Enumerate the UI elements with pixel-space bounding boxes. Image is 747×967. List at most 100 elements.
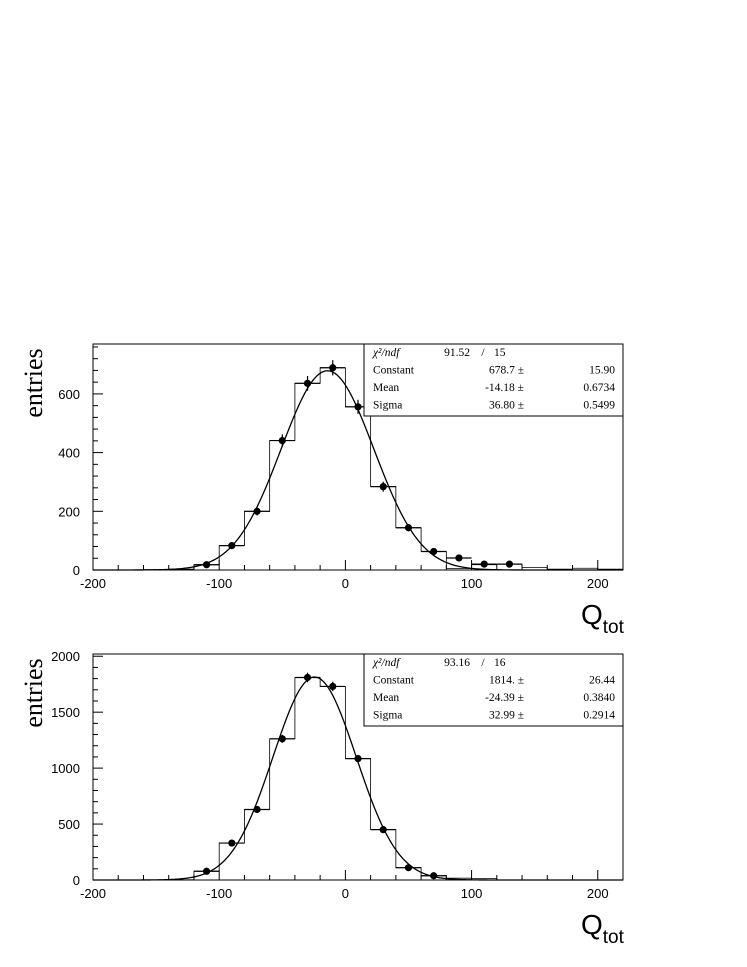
x-tick-label: -100 <box>206 886 232 901</box>
y-tick-label: 1500 <box>51 705 80 720</box>
data-point <box>193 561 220 569</box>
x-tick-label: 200 <box>587 886 609 901</box>
stats-param-value: 36.80 ± <box>489 400 524 412</box>
data-point <box>193 867 220 875</box>
data-point <box>370 481 396 492</box>
data-marker <box>354 403 362 411</box>
data-point <box>269 734 295 743</box>
y-tick-label: 400 <box>58 446 80 461</box>
x-axis-label-subscript: tot <box>603 617 625 638</box>
stats-param-error: 0.3840 <box>583 692 615 704</box>
data-marker <box>404 864 413 872</box>
x-axis-label-main: Q <box>581 909 603 940</box>
data-point <box>446 554 472 562</box>
data-point <box>219 542 245 550</box>
data-marker <box>278 436 286 445</box>
x-tick-label: 100 <box>461 886 483 901</box>
data-marker <box>354 755 362 763</box>
data-marker <box>505 560 514 568</box>
data-point <box>320 360 346 376</box>
x-tick-label: -100 <box>206 576 232 591</box>
stats-param-name: Mean <box>373 382 399 394</box>
y-tick-label: 2000 <box>51 649 80 664</box>
chi2-value: 93.16 <box>444 657 470 669</box>
data-marker <box>202 867 211 875</box>
data-marker <box>228 839 236 847</box>
fit-stats-box: χ²/ndf 93.16 / 16 Constant 1814. ± 26.44 Mean -2… <box>363 653 624 727</box>
stats-param-name: Mean <box>373 692 399 704</box>
x-tick-label: 0 <box>342 576 349 591</box>
data-marker <box>379 483 387 491</box>
chi2-separator: / <box>481 657 485 669</box>
data-marker <box>430 872 438 880</box>
data-point <box>219 839 245 847</box>
chi2-separator: / <box>481 347 485 359</box>
chi2-value: 91.52 <box>444 347 470 359</box>
data-point <box>370 826 396 834</box>
data-marker <box>228 542 236 550</box>
stats-param-value: 1814. ± <box>489 675 524 687</box>
y-tick-label: 1000 <box>51 761 80 776</box>
data-point <box>244 805 270 814</box>
data-point <box>294 375 321 391</box>
data-point <box>395 864 422 872</box>
data-point <box>471 560 497 568</box>
data-point <box>496 560 523 568</box>
stats-param-value: -24.39 ± <box>485 692 524 704</box>
stats-param-error: 0.5499 <box>583 400 615 412</box>
data-marker <box>303 673 312 682</box>
stats-param-error: 26.44 <box>589 675 615 687</box>
data-point <box>421 547 447 556</box>
stats-param-name: Constant <box>373 675 415 687</box>
data-marker <box>253 805 261 814</box>
data-marker <box>480 560 488 568</box>
data-marker <box>430 547 438 556</box>
data-marker <box>379 826 387 834</box>
x-axis-label-main: Q <box>581 599 603 630</box>
stats-param-error: 0.2914 <box>583 710 615 722</box>
stats-box-frame <box>363 343 624 417</box>
x-tick-label: 0 <box>342 886 349 901</box>
y-tick-label: 500 <box>58 817 80 832</box>
x-axis-label-subscript: tot <box>603 927 625 948</box>
plot-frame <box>92 653 624 881</box>
data-marker <box>253 507 261 515</box>
y-tick-label: 600 <box>58 387 80 402</box>
chi2-ndf-label: χ²/ndf <box>372 347 401 359</box>
data-point <box>244 507 270 516</box>
y-axis-label: entries <box>19 348 48 417</box>
stats-param-error: 15.90 <box>589 365 615 377</box>
data-marker <box>278 735 286 743</box>
data-marker <box>329 682 337 691</box>
data-marker <box>329 364 337 372</box>
chi2-ndf-label: χ²/ndf <box>372 657 401 669</box>
x-axis-label: Qtot <box>581 909 625 948</box>
plot-frame <box>92 343 624 571</box>
stats-param-value: -14.18 ± <box>485 382 524 394</box>
data-marker <box>202 561 211 569</box>
data-point <box>320 681 346 692</box>
stats-param-error: 0.6734 <box>583 382 615 394</box>
x-tick-label: 100 <box>461 576 483 591</box>
data-point <box>269 434 295 447</box>
stats-param-name: Constant <box>373 365 415 377</box>
stats-box-frame <box>363 653 624 727</box>
y-tick-label: 0 <box>73 873 80 888</box>
data-point <box>345 754 371 763</box>
x-tick-label: 200 <box>587 576 609 591</box>
data-point <box>395 524 422 532</box>
y-axis-label: entries <box>19 658 48 727</box>
y-tick-label: 0 <box>73 563 80 578</box>
x-tick-label: -200 <box>80 886 106 901</box>
stats-param-name: Sigma <box>373 710 402 722</box>
ndf-value: 15 <box>494 347 506 359</box>
data-marker <box>404 524 413 532</box>
y-tick-label: 200 <box>58 504 80 519</box>
x-tick-label: -200 <box>80 576 106 591</box>
x-axis-label: Qtot <box>581 599 625 638</box>
data-marker <box>455 554 463 562</box>
chart-panel-1: -200 -100 0 100 200 0 200 400 600 χ²/ndf 91.52 / 15 C… <box>19 343 625 638</box>
ndf-value: 16 <box>494 657 506 669</box>
